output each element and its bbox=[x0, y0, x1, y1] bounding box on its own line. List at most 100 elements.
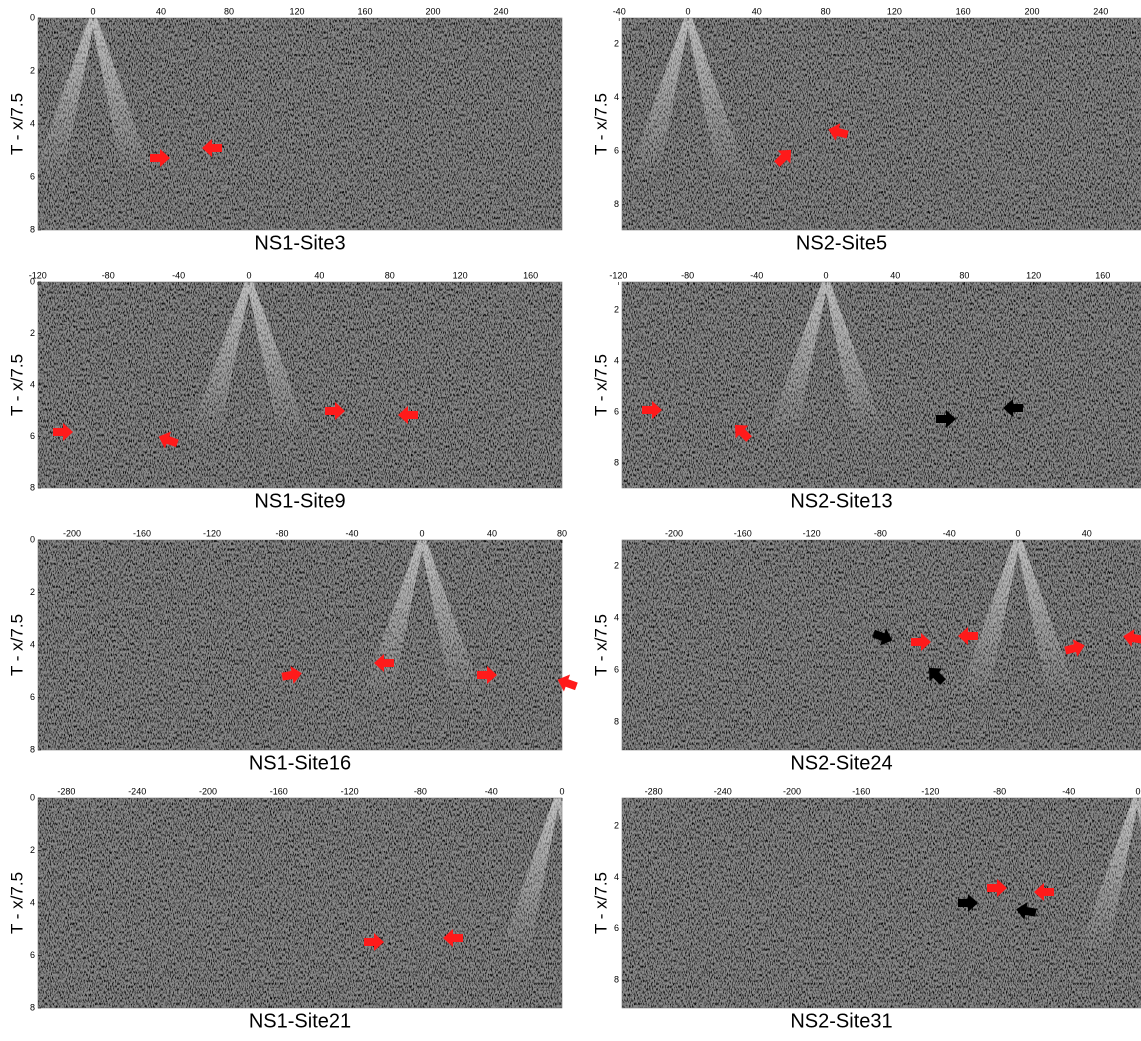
plot-frame bbox=[621, 17, 1141, 231]
y-tick-label: 4 bbox=[30, 379, 35, 389]
x-tick-label: -160 bbox=[734, 528, 752, 538]
x-tick-label: -200 bbox=[665, 528, 683, 538]
y-tick-label: 4 bbox=[30, 118, 35, 128]
plot-frame bbox=[621, 797, 1141, 1009]
x-tick-label: -160 bbox=[133, 528, 151, 538]
arrow-marker bbox=[150, 149, 170, 167]
x-tick-label: -120 bbox=[609, 270, 627, 280]
y-tick-label: 2 bbox=[614, 38, 619, 48]
x-tick-label: -160 bbox=[852, 786, 870, 796]
seismic-section bbox=[38, 798, 562, 1008]
x-tick-label: 80 bbox=[821, 6, 831, 16]
x-tick-label: 80 bbox=[224, 6, 234, 16]
arrow-marker bbox=[987, 879, 1007, 897]
x-tick-label: 80 bbox=[557, 528, 567, 538]
arrow-marker bbox=[872, 628, 893, 646]
x-tick-label: 0 bbox=[823, 270, 828, 280]
x-tick-label: -40 bbox=[172, 270, 185, 280]
y-tick-label: 4 bbox=[614, 355, 619, 365]
panel: -200 -160 -120 -80 -40 0 40 2 4 6 8 T - x/7.5 NS2-Si… bbox=[591, 528, 1141, 774]
y-tick-label: 4 bbox=[614, 612, 619, 622]
arrow-marker bbox=[911, 633, 931, 651]
first-arrival-fan bbox=[498, 798, 618, 956]
x-tick-label: 80 bbox=[385, 270, 395, 280]
plot-frame bbox=[621, 539, 1141, 751]
arrow-marker bbox=[477, 666, 497, 684]
y-axis-label: T - x/7.5 bbox=[591, 93, 610, 155]
y-tick-label: 6 bbox=[30, 950, 35, 960]
x-tick-label: 200 bbox=[425, 6, 440, 16]
first-arrival-fan bbox=[628, 18, 748, 177]
x-tick-label: -120 bbox=[803, 528, 821, 538]
arrow-marker bbox=[928, 667, 946, 685]
y-tick-label: 0 bbox=[30, 534, 35, 544]
arrow-marker bbox=[958, 627, 978, 645]
y-tick-label: 2 bbox=[30, 845, 35, 855]
x-tick-label: 160 bbox=[1095, 270, 1110, 280]
x-tick-label: -40 bbox=[1062, 786, 1075, 796]
arrow-marker bbox=[281, 666, 302, 684]
y-tick-label: 6 bbox=[30, 171, 35, 181]
seismic-section bbox=[622, 540, 1141, 750]
x-tick-label: -80 bbox=[681, 270, 694, 280]
arrow-marker bbox=[936, 410, 956, 428]
panel: -280 -240 -200 -160 -120 -80 -40 0 2 4 6 8 T - x/7.5… bbox=[591, 786, 1141, 1032]
y-tick-label: 8 bbox=[30, 224, 35, 234]
panel-title: NS1-Site16 bbox=[249, 752, 351, 774]
x-tick-label: 0 bbox=[559, 786, 564, 796]
y-tick-label: 8 bbox=[614, 716, 619, 726]
x-tick-label: -240 bbox=[714, 786, 732, 796]
x-tick-label: 0 bbox=[1135, 786, 1140, 796]
x-tick-label: 40 bbox=[752, 6, 762, 16]
x-tick-label: -80 bbox=[993, 786, 1006, 796]
panel: -200 -160 -120 -80 -40 0 40 80 0 2 4 6 8 T - x/7.5 NS1… bbox=[7, 528, 578, 774]
seismic-section bbox=[622, 282, 1141, 488]
x-tick-label: 40 bbox=[1082, 528, 1092, 538]
x-tick-label: -200 bbox=[783, 786, 801, 796]
x-tick-label: -200 bbox=[199, 786, 217, 796]
first-arrival-fan bbox=[362, 540, 482, 698]
y-tick-label: 2 bbox=[614, 560, 619, 570]
y-axis-label: T - x/7.5 bbox=[591, 872, 610, 934]
first-arrival-fan bbox=[766, 282, 886, 437]
y-axis-label: T - x/7.5 bbox=[7, 354, 26, 416]
arrow-marker bbox=[1123, 629, 1141, 647]
arrow-marker bbox=[828, 123, 849, 141]
y-axis-label: T - x/7.5 bbox=[591, 614, 610, 676]
x-tick-label: 0 bbox=[90, 6, 95, 16]
arrow-marker bbox=[374, 654, 394, 672]
arrow-marker bbox=[398, 406, 418, 424]
x-tick-label: 240 bbox=[1093, 6, 1108, 16]
y-tick-label: 4 bbox=[614, 92, 619, 102]
y-tick-label: 2 bbox=[30, 328, 35, 338]
x-tick-label: -40 bbox=[485, 786, 498, 796]
panel: -120 -80 -40 0 40 80 120 160 0 2 4 6 8 T - x/7.5 NS1-S… bbox=[7, 270, 563, 512]
x-tick-label: -40 bbox=[345, 528, 358, 538]
x-tick-label: -120 bbox=[921, 786, 939, 796]
arrow-marker bbox=[158, 431, 179, 449]
y-tick-label: 8 bbox=[30, 744, 35, 754]
x-tick-label: -120 bbox=[203, 528, 221, 538]
x-tick-label: 40 bbox=[156, 6, 166, 16]
x-tick-label: -40 bbox=[750, 270, 763, 280]
panel: -40 0 40 80 120 160 200 240 2 4 6 8 T - x/7.5 NS2-Sit… bbox=[591, 6, 1141, 254]
x-tick-label: 120 bbox=[289, 6, 304, 16]
y-tick-label: 2 bbox=[30, 587, 35, 597]
x-tick-label: -280 bbox=[57, 786, 75, 796]
x-tick-label: 120 bbox=[1026, 270, 1041, 280]
arrow-marker bbox=[1016, 902, 1037, 920]
y-tick-label: 6 bbox=[614, 146, 619, 156]
y-tick-label: 0 bbox=[30, 12, 35, 22]
arrow-marker bbox=[1064, 639, 1085, 657]
panel-title: NS1-Site9 bbox=[254, 490, 345, 512]
y-tick-label: 4 bbox=[614, 872, 619, 882]
x-tick-label: -200 bbox=[63, 528, 81, 538]
y-tick-label: 6 bbox=[614, 923, 619, 933]
x-tick-label: -120 bbox=[341, 786, 359, 796]
y-tick-label: 2 bbox=[614, 820, 619, 830]
x-tick-label: -80 bbox=[275, 528, 288, 538]
x-tick-label: 160 bbox=[523, 270, 538, 280]
first-arrival-fan bbox=[33, 18, 153, 177]
x-tick-label: 160 bbox=[357, 6, 372, 16]
